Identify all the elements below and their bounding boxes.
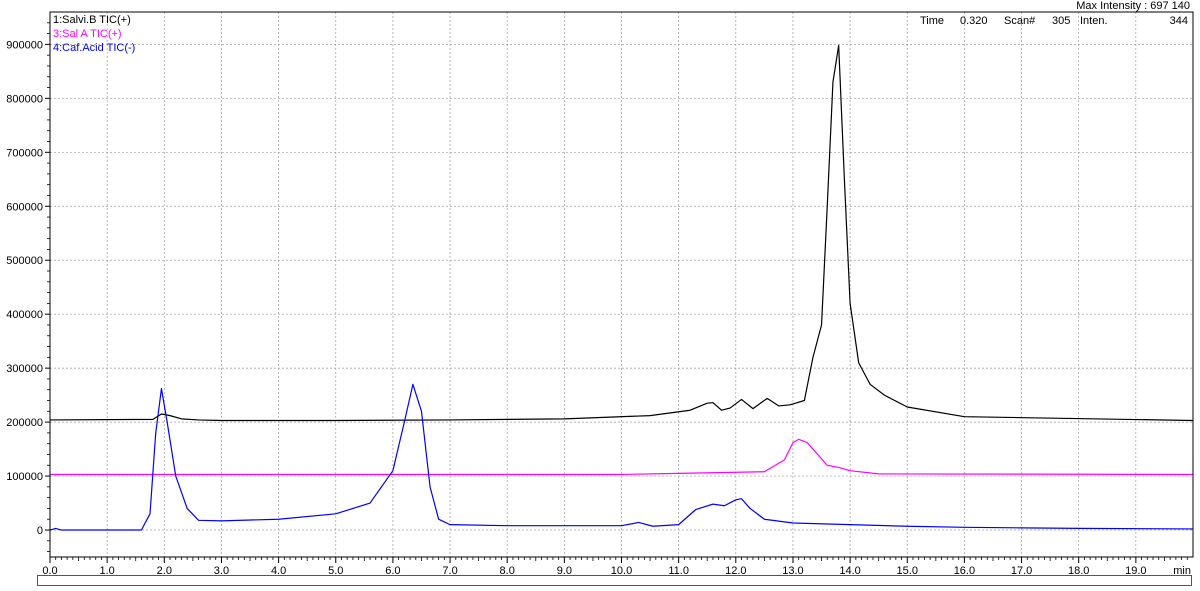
series-line-1 bbox=[49, 44, 1194, 422]
scan-label: Scan# bbox=[1004, 15, 1036, 27]
y-tick-label: 900000 bbox=[6, 39, 43, 51]
x-tick-label: 14.0 bbox=[839, 565, 860, 577]
scan-value: 305 bbox=[1052, 15, 1071, 27]
x-tick-label: 13.0 bbox=[782, 565, 803, 577]
time-label: Time bbox=[920, 15, 945, 27]
x-tick-label: 7.0 bbox=[442, 565, 457, 577]
axis-ticks: 0.0 1.0 2.0 3.0 4.0 5.0 6.0 7.0 8.0 9.0 10.0 11.0 12… bbox=[6, 22, 1191, 577]
horizontal-scrollbar[interactable] bbox=[37, 575, 1192, 586]
y-tick-label: 0 bbox=[37, 525, 43, 537]
x-tick-label: 2.0 bbox=[157, 565, 172, 577]
y-tick-label: 700000 bbox=[6, 147, 43, 159]
x-tick-label: 16.0 bbox=[954, 565, 975, 577]
grid-lines bbox=[50, 12, 1193, 557]
x-tick-label: 4.0 bbox=[271, 565, 286, 577]
y-tick-label: 400000 bbox=[6, 309, 43, 321]
x-tick-label: 19.0 bbox=[1125, 565, 1146, 577]
legend-salvi-b: 1:Salvi.B TIC(+) bbox=[53, 14, 131, 26]
y-tick-label: 500000 bbox=[6, 255, 43, 267]
series-line-2 bbox=[50, 438, 1194, 476]
series-lines bbox=[49, 44, 1194, 531]
y-tick-label: 600000 bbox=[6, 201, 43, 213]
y-tick-label: 100000 bbox=[6, 471, 43, 483]
x-tick-label: 8.0 bbox=[500, 565, 515, 577]
x-tick-label: 0.0 bbox=[42, 565, 57, 577]
x-tick-label: 5.0 bbox=[328, 565, 343, 577]
x-tick-label: 11.0 bbox=[668, 565, 689, 577]
time-value: 0.320 bbox=[960, 15, 988, 27]
x-tick-label: 18.0 bbox=[1068, 565, 1089, 577]
x-tick-label: 15.0 bbox=[897, 565, 918, 577]
x-tick-label: 1.0 bbox=[100, 565, 115, 577]
inten-value: 344 bbox=[1169, 15, 1188, 27]
x-tick-label: 10.0 bbox=[611, 565, 632, 577]
inten-label: Inten. bbox=[1080, 15, 1108, 27]
y-tick-label: 200000 bbox=[6, 417, 43, 429]
x-tick-label: 6.0 bbox=[385, 565, 400, 577]
y-tick-label: 300000 bbox=[6, 363, 43, 375]
x-tick-label: 9.0 bbox=[557, 565, 572, 577]
y-tick-label: 800000 bbox=[6, 93, 43, 105]
x-tick-label: 12.0 bbox=[725, 565, 746, 577]
x-unit-label: min bbox=[1173, 565, 1191, 577]
legend-caf-acid: 4:Caf.Acid TIC(-) bbox=[53, 42, 136, 54]
series-line-3 bbox=[49, 383, 1194, 531]
x-tick-label: 17.0 bbox=[1011, 565, 1032, 577]
legend-sal-a: 3:Sal A TIC(+) bbox=[53, 28, 122, 40]
max-intensity-label: Max Intensity : 697 140 bbox=[1076, 0, 1190, 12]
x-tick-label: 3.0 bbox=[214, 565, 229, 577]
